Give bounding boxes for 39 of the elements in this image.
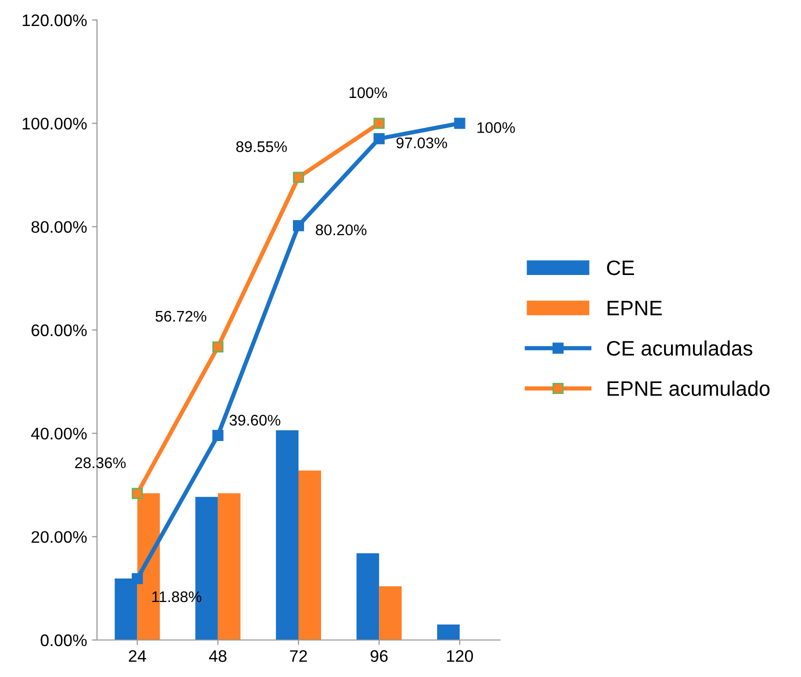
legend-label: EPNE acumulado: [608, 380, 770, 396]
data-label: 89.55%: [236, 141, 287, 152]
legend-label: CE acumuladas: [607, 340, 752, 356]
x-tick-label: 24: [128, 650, 146, 662]
legend-label: EPNE: [608, 300, 662, 316]
bar: [379, 586, 402, 640]
bar: [218, 493, 240, 640]
point: [454, 118, 466, 129]
bar: [356, 553, 380, 640]
x-tick-label: 96: [370, 650, 388, 662]
data-label: 100%: [478, 122, 515, 133]
data-label: 39.60%: [230, 414, 280, 426]
data-label: 28.36%: [75, 457, 126, 468]
y-tick-label: 40.00%: [31, 428, 87, 440]
point: [292, 172, 304, 183]
point: [374, 133, 385, 144]
point: [292, 220, 304, 232]
y-tick-label: 0.00%: [40, 634, 87, 646]
legend-label: CE: [607, 260, 634, 276]
bar: [298, 470, 322, 640]
bar: [437, 624, 460, 640]
data-label: 56.72%: [156, 310, 206, 322]
y-tick-label: 100.00%: [22, 118, 87, 130]
data-label: 97.03%: [396, 138, 448, 148]
x-tick-label: 120: [447, 650, 473, 662]
bar: [276, 430, 298, 640]
y-tick-label: 20.00%: [32, 531, 87, 543]
point: [212, 430, 224, 441]
y-tick-label: 80.00%: [31, 221, 87, 233]
y-tick-label: 120.00%: [22, 14, 87, 26]
point: [212, 341, 224, 353]
x-tick-label: 72: [290, 650, 307, 662]
point: [374, 118, 385, 129]
data-label: 80.20%: [316, 224, 366, 236]
data-label: 100%: [350, 87, 387, 98]
point: [132, 488, 143, 500]
y-tick-label: 60.00%: [32, 324, 87, 336]
point: [132, 573, 143, 584]
x-tick-label: 48: [209, 650, 226, 662]
